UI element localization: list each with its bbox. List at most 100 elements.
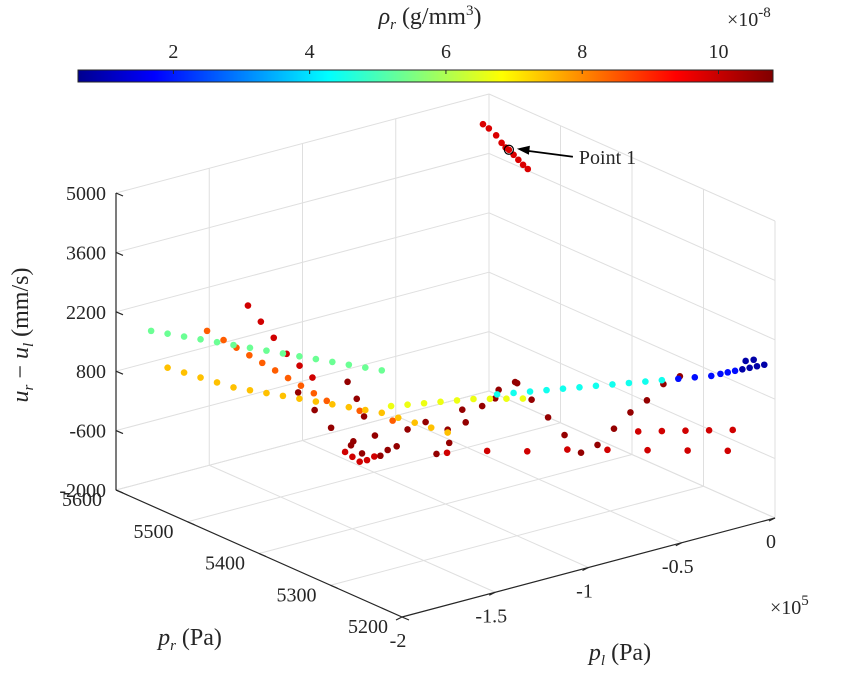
data-point bbox=[203, 327, 211, 335]
z-tick-labels: -2000 -600 800 2200 3600 5000 bbox=[59, 183, 106, 502]
data-point bbox=[717, 370, 724, 378]
data-point bbox=[433, 450, 440, 458]
data-point bbox=[705, 427, 713, 434]
data-point bbox=[180, 369, 188, 376]
z-tick-mark bbox=[115, 251, 124, 256]
data-point bbox=[312, 355, 320, 363]
y-tick-mark bbox=[258, 552, 267, 558]
data-point bbox=[592, 382, 600, 390]
data-point bbox=[523, 448, 531, 455]
data-point bbox=[180, 333, 188, 340]
data-points bbox=[147, 120, 768, 465]
data-point bbox=[462, 419, 470, 426]
data-point bbox=[394, 414, 402, 422]
data-point bbox=[356, 407, 364, 415]
data-point bbox=[197, 336, 204, 343]
data-point bbox=[519, 395, 527, 402]
data-point bbox=[344, 378, 351, 386]
colorbar-tick-label: 2 bbox=[168, 41, 178, 63]
z-tick-mark bbox=[115, 430, 124, 435]
data-point bbox=[526, 388, 534, 395]
data-point bbox=[296, 395, 303, 403]
data-point bbox=[246, 386, 254, 394]
colorbar-tick-label: 8 bbox=[577, 41, 587, 63]
x-tick-mark bbox=[488, 591, 496, 596]
data-point bbox=[362, 364, 369, 371]
data-point bbox=[561, 431, 568, 439]
data-point bbox=[453, 397, 461, 404]
data-point bbox=[377, 452, 384, 460]
data-point bbox=[246, 351, 253, 359]
y-tick-labels: 5200 5300 5400 5500 5600 bbox=[62, 489, 388, 638]
data-point bbox=[309, 374, 316, 381]
data-point bbox=[258, 359, 266, 367]
data-point bbox=[284, 374, 292, 382]
data-point bbox=[528, 396, 535, 404]
data-point bbox=[478, 402, 486, 410]
data-point bbox=[576, 383, 583, 391]
data-point bbox=[443, 449, 451, 457]
z-tick-label: 2200 bbox=[66, 302, 106, 324]
data-point bbox=[543, 386, 550, 394]
data-point bbox=[349, 453, 356, 461]
data-point bbox=[519, 161, 527, 169]
data-point bbox=[707, 372, 715, 380]
gridline-back-z bbox=[115, 152, 490, 253]
annotation-arrow bbox=[526, 149, 574, 158]
data-point bbox=[279, 392, 287, 400]
data-point bbox=[753, 362, 761, 370]
colorbar-label: ρr (g/mm3) bbox=[378, 3, 482, 33]
data-point bbox=[634, 428, 642, 435]
data-point bbox=[627, 409, 634, 416]
data-point bbox=[353, 395, 361, 403]
data-point bbox=[404, 426, 411, 433]
data-point bbox=[609, 381, 616, 388]
data-point bbox=[147, 327, 155, 335]
data-point bbox=[675, 375, 682, 383]
gridline-floor-y bbox=[115, 390, 490, 491]
data-point bbox=[644, 446, 651, 454]
z-tick-mark bbox=[115, 311, 124, 316]
data-point bbox=[742, 357, 749, 365]
data-point bbox=[411, 419, 419, 427]
data-point bbox=[230, 341, 237, 349]
x-tick-label: -0.5 bbox=[662, 556, 694, 578]
data-point bbox=[329, 358, 336, 366]
x-tick-label: -1.5 bbox=[475, 605, 507, 627]
data-point bbox=[746, 364, 753, 372]
z-tick-label: 3600 bbox=[66, 242, 106, 264]
data-point bbox=[311, 406, 318, 414]
data-point bbox=[378, 409, 386, 417]
data-point bbox=[263, 347, 270, 354]
data-point bbox=[486, 395, 494, 403]
z-tick-mark bbox=[115, 489, 124, 494]
data-point bbox=[257, 318, 265, 325]
data-point bbox=[164, 364, 171, 371]
y-tick-mark bbox=[330, 584, 338, 589]
colorbar-exponent: ×10-8 bbox=[727, 5, 771, 31]
colorbar-tick-label: 4 bbox=[305, 41, 315, 63]
data-point bbox=[577, 449, 585, 457]
data-point bbox=[643, 397, 651, 404]
gridline-back-z bbox=[115, 271, 490, 372]
colorbar-ticks: 2 4 6 8 10 bbox=[168, 41, 728, 74]
y-tick-mark bbox=[187, 521, 195, 526]
data-point bbox=[164, 330, 171, 338]
y-tick-label: 5500 bbox=[134, 521, 174, 543]
x-tick-mark bbox=[395, 616, 403, 621]
annotation-marker bbox=[503, 144, 514, 155]
data-point bbox=[729, 426, 737, 434]
data-point bbox=[360, 413, 368, 420]
data-point bbox=[358, 450, 366, 457]
data-point bbox=[445, 439, 453, 447]
x-tick-mark bbox=[675, 542, 683, 547]
data-point bbox=[658, 427, 666, 435]
z-axis-label: ur − ul (mm/s) bbox=[8, 268, 37, 403]
z-tick-label: -2000 bbox=[59, 480, 106, 502]
data-point bbox=[604, 446, 611, 454]
z-tick-mark bbox=[115, 370, 124, 375]
data-point bbox=[197, 374, 204, 381]
data-point bbox=[684, 447, 691, 454]
gridline-back-z bbox=[115, 331, 490, 432]
